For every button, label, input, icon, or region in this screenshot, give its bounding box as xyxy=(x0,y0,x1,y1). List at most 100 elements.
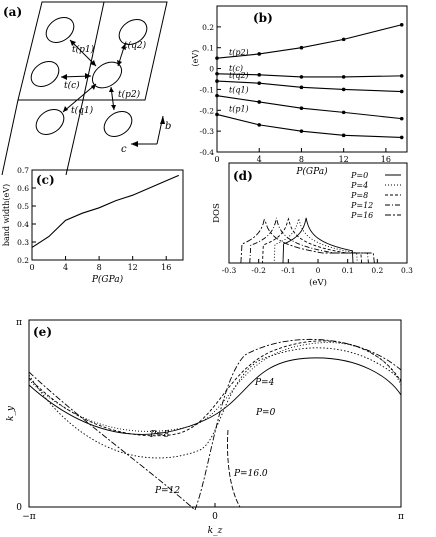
fermi-surface-curve xyxy=(28,347,402,459)
x-tick-label: 8 xyxy=(97,263,102,272)
y-axis-label: band width(eV) xyxy=(2,184,11,246)
series-label: t(c) xyxy=(229,64,243,73)
dos-curve xyxy=(282,217,354,264)
arrowhead xyxy=(85,73,91,79)
lattice-divider-lower xyxy=(65,99,84,176)
curve-label: P=4 xyxy=(254,378,275,388)
x-axis-label: P(GPa) xyxy=(91,274,124,285)
panel-c: 0 4 8 12 16 0.2 0.3 0.4 0.5 0.6 0.7 P(GPa) band widt… xyxy=(2,166,184,285)
y-tick-label: -0.3 xyxy=(200,127,215,136)
curve-label: P=16.0 xyxy=(233,469,268,479)
data-point xyxy=(215,93,219,98)
panel-a: (a) xyxy=(1,1,171,176)
y-tick-label: -0.2 xyxy=(200,106,215,115)
curve-label: P=0 xyxy=(255,408,276,418)
data-point xyxy=(257,81,262,85)
molecule-q2 xyxy=(118,19,148,45)
label-t-p2: t(p2) xyxy=(118,89,141,100)
series-label: t(p2) xyxy=(229,48,249,57)
y-tick-label: 0 xyxy=(209,65,214,74)
molecule-right-bottom xyxy=(103,111,133,137)
arrowhead xyxy=(90,60,96,66)
molecule-center xyxy=(91,61,123,89)
data-point xyxy=(215,71,219,76)
label-t-q2: t(q2) xyxy=(124,40,147,51)
plot-frame xyxy=(31,169,184,261)
arrowhead xyxy=(109,87,114,92)
data-point xyxy=(399,135,404,140)
data-point xyxy=(341,75,346,79)
dos-curve xyxy=(249,217,369,264)
data-point xyxy=(299,106,304,110)
plot-frame xyxy=(228,162,408,264)
arrowhead xyxy=(91,84,96,90)
x-tick-label: 0 xyxy=(212,512,218,522)
label-t-c: t(c) xyxy=(64,80,80,91)
data-point xyxy=(257,100,262,104)
y-tick-label: 0.4 xyxy=(17,220,29,229)
y-tick-label: 0.1 xyxy=(202,44,214,53)
x-tick-label: −π xyxy=(22,512,36,522)
data-point xyxy=(299,85,304,90)
x-tick-label: 4 xyxy=(257,155,262,164)
data-point xyxy=(257,73,262,77)
y-tick-label: 0.2 xyxy=(202,23,214,32)
data-point xyxy=(341,133,346,138)
x-tick-label: 16 xyxy=(381,155,391,164)
x-tick-label: -0.2 xyxy=(251,266,266,275)
panel-a-label: (a) xyxy=(3,5,22,19)
panel-b: 0 4 8 12 16 -0.4 -0.3 -0.2 -0.1 0 0.1 0.2 P(GPa) (eV)… xyxy=(191,5,408,177)
arrowhead xyxy=(63,106,68,112)
arrowhead xyxy=(160,116,165,124)
y-axis-label: k_y xyxy=(6,405,16,421)
x-tick-label: 8 xyxy=(299,155,304,164)
y-tick-label: 0.7 xyxy=(17,166,29,175)
x-tick-label: 12 xyxy=(339,155,349,164)
data-point xyxy=(399,74,404,78)
x-tick-label: 16 xyxy=(161,263,171,272)
x-axis-label: (eV) xyxy=(309,277,327,288)
x-tick-label: 4 xyxy=(63,263,68,272)
data-point xyxy=(299,45,304,50)
fermi-surface-curve xyxy=(28,340,402,437)
bond-arrow-p1 xyxy=(69,39,97,67)
x-tick-label: π xyxy=(398,512,404,522)
panel-d-label: (d) xyxy=(233,169,253,183)
lattice-left-edge xyxy=(1,99,19,176)
y-axis-label: DOS xyxy=(212,203,222,223)
y-tick-label: 0.5 xyxy=(17,202,29,211)
dos-curve xyxy=(240,218,375,264)
x-tick-label: 0.2 xyxy=(371,266,383,275)
panel-d: -0.3 -0.2 -0.1 0 0.1 0.2 0.3(eV)DOS(d) P=0P=4P=… xyxy=(212,162,413,288)
plot-frame xyxy=(28,319,402,508)
y-tick-label: 0.3 xyxy=(17,238,29,247)
legend-label: P=4 xyxy=(350,181,368,190)
bond-arrow-q1 xyxy=(62,83,97,113)
data-point xyxy=(299,75,304,79)
series-label: t(p1) xyxy=(229,104,249,113)
molecule-c xyxy=(30,61,60,87)
series-label: t(q1) xyxy=(229,86,249,95)
legend-label: P=16 xyxy=(350,211,373,220)
x-tick-label: -0.1 xyxy=(281,266,295,275)
x-tick-label: 0.3 xyxy=(401,266,413,275)
panel-e-label: (e) xyxy=(33,325,52,339)
lattice-divider xyxy=(82,1,105,101)
axis-b-label: b xyxy=(165,121,171,132)
data-point xyxy=(399,89,404,94)
data-point xyxy=(299,129,304,133)
data-point xyxy=(257,123,262,127)
data-point xyxy=(215,79,219,83)
y-tick-label: -0.1 xyxy=(200,85,214,94)
series-label: t(q2) xyxy=(229,71,249,80)
molecule-p1 xyxy=(45,17,75,43)
x-axis-label: k_z xyxy=(208,526,223,536)
arrowhead xyxy=(121,44,126,50)
x-tick-label: 0 xyxy=(29,263,34,272)
fermi-surface-curve xyxy=(28,342,402,432)
arrowhead xyxy=(61,74,67,80)
fermi-surface-curve xyxy=(28,357,402,435)
dos-curve xyxy=(261,217,363,264)
data-point xyxy=(399,116,404,121)
